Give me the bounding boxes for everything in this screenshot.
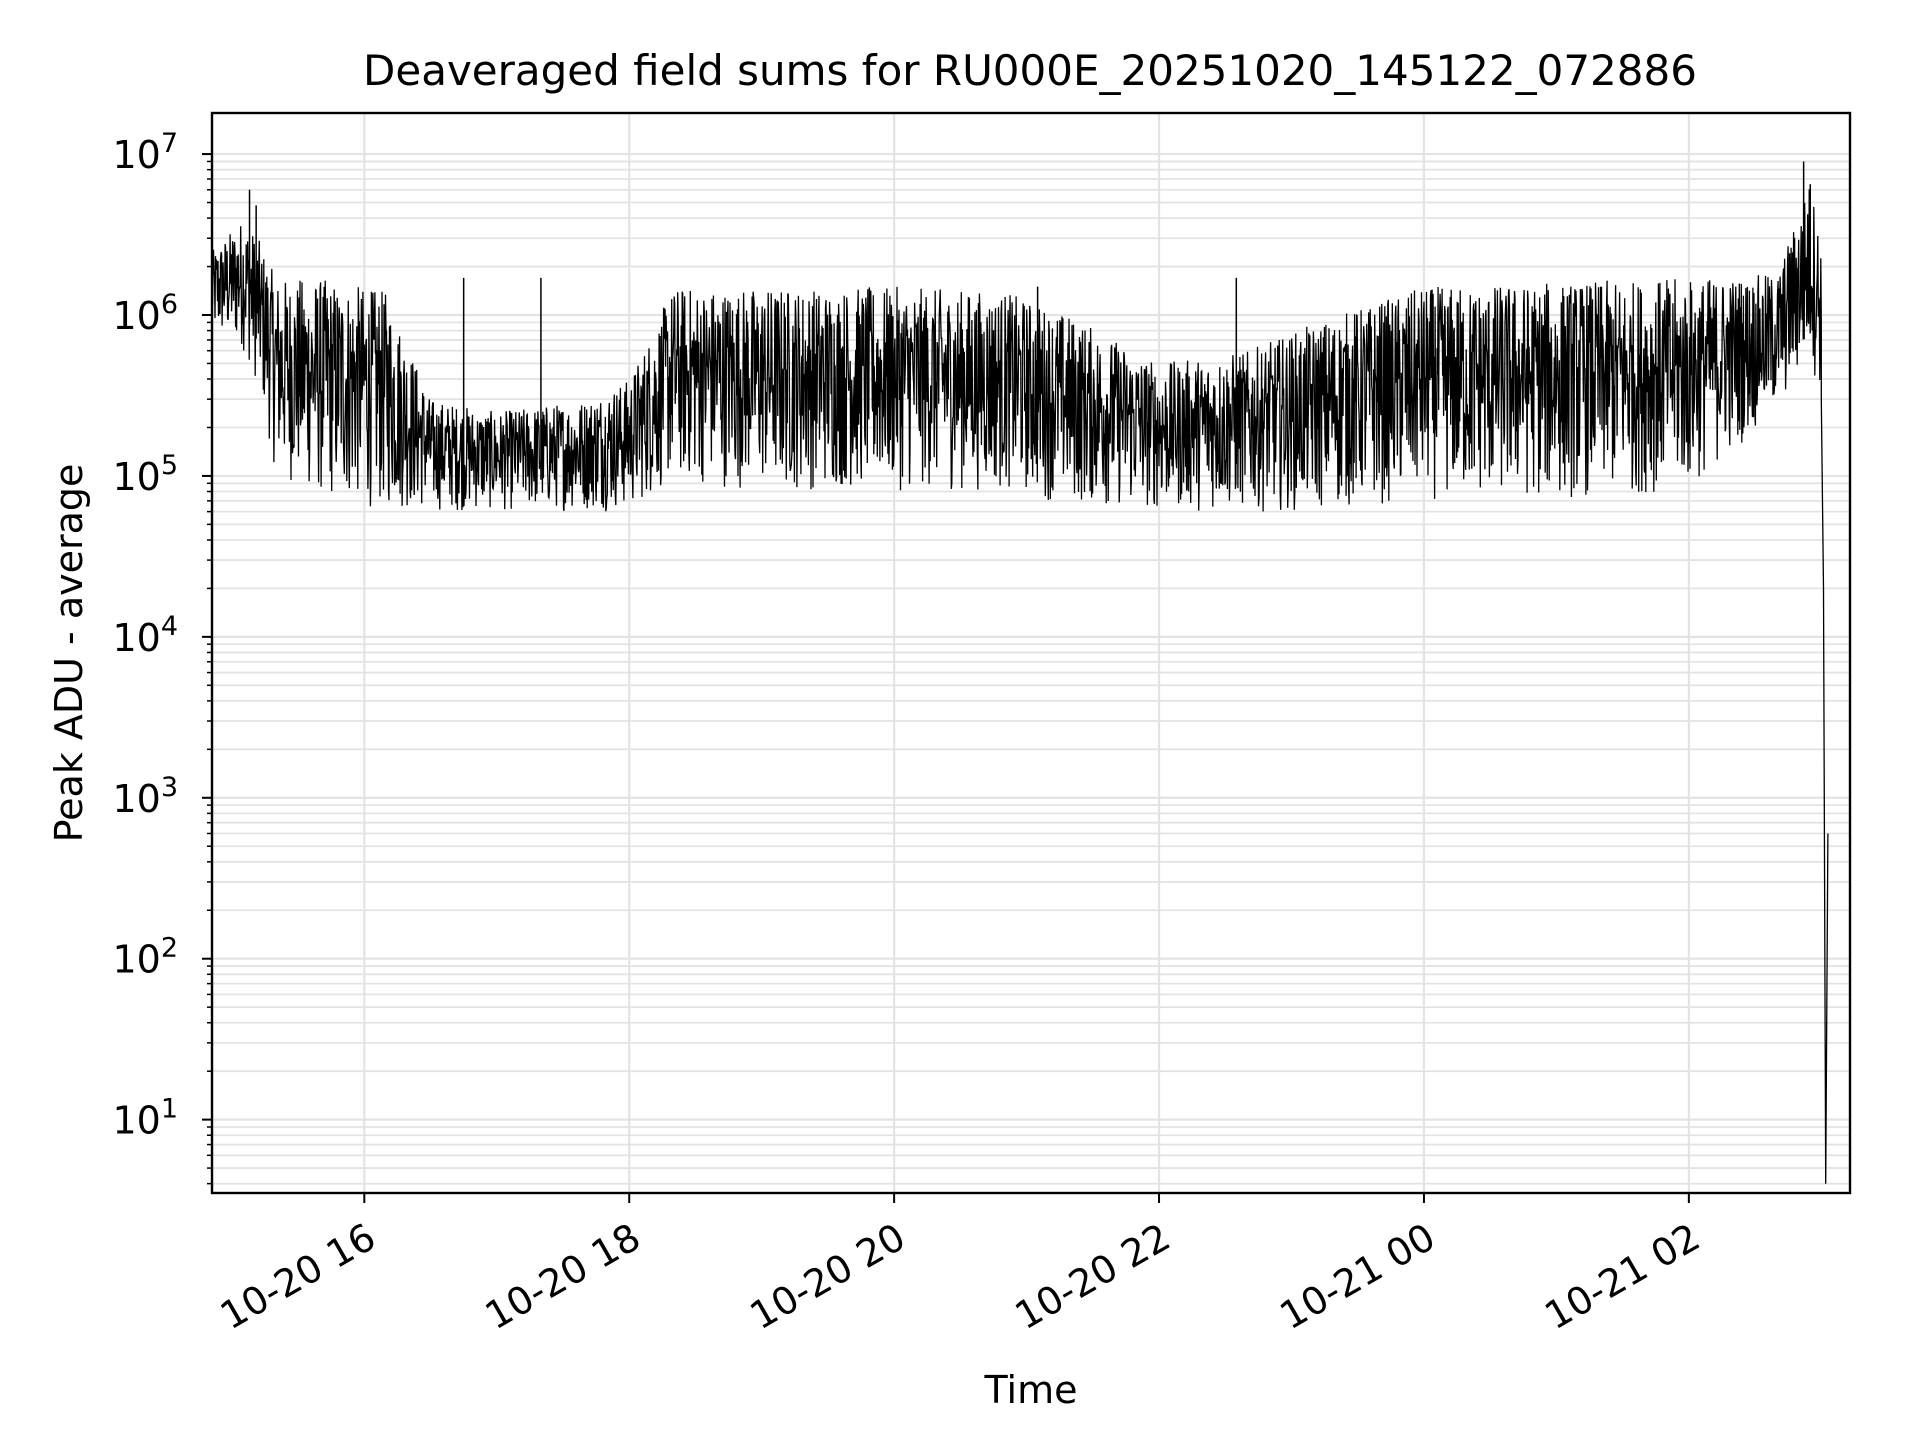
chart-title: Deaveraged field sums for RU000E_2025102… — [363, 46, 1697, 95]
y-axis-label: Peak ADU - average — [47, 464, 91, 843]
y-tick-label: 106 — [112, 289, 178, 338]
y-tick-label: 103 — [112, 772, 178, 821]
x-axis-label: Time — [984, 1368, 1078, 1412]
y-tick-label: 105 — [112, 450, 178, 499]
y-tick-label: 102 — [112, 933, 178, 982]
data-series-line — [212, 189, 1829, 1184]
grid-layer — [212, 113, 1850, 1193]
data-layer — [212, 161, 1829, 1184]
y-tick-label: 104 — [112, 611, 178, 660]
y-tick-label: 107 — [112, 128, 178, 177]
y-tick-label: 101 — [112, 1094, 178, 1143]
